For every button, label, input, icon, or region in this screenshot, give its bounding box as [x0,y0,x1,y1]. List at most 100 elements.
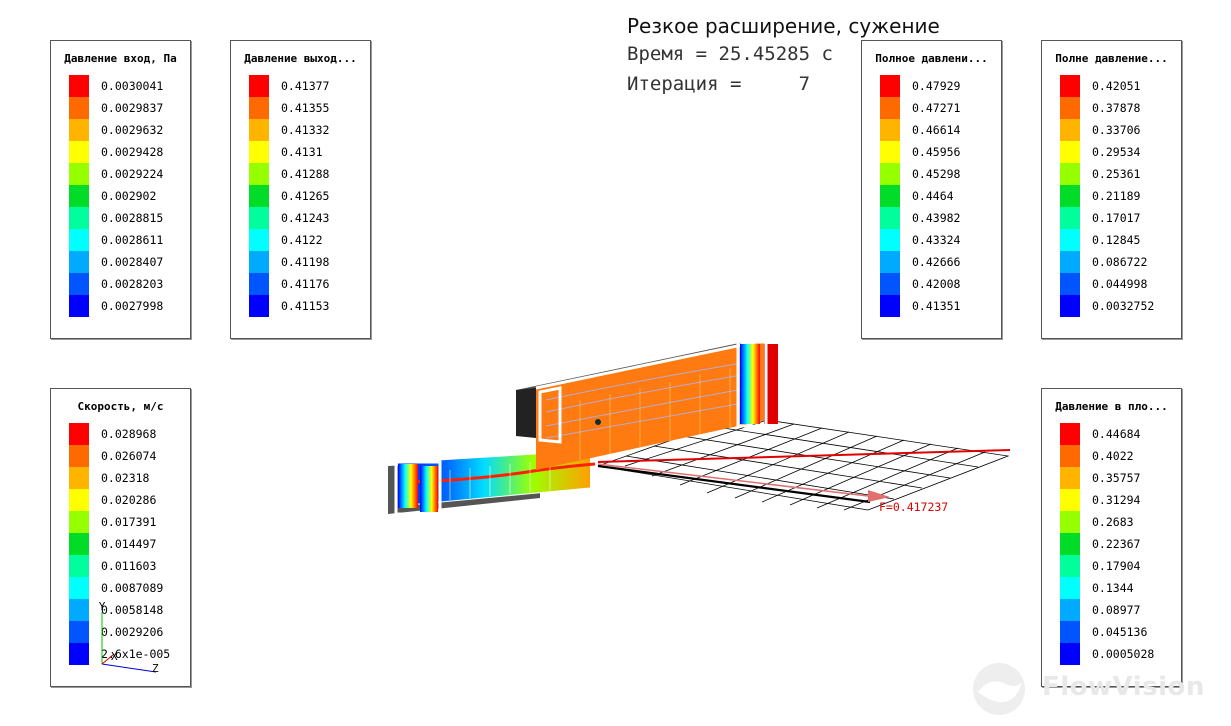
legend-value: 0.0030041 [101,79,164,93]
legend-swatch [249,295,269,317]
legend-swatch [1060,467,1080,489]
legend-swatch [1060,163,1080,185]
legend-value: 0.25361 [1092,167,1141,181]
legend-value: 0.17017 [1092,211,1141,225]
legend-swatch [1060,577,1080,599]
centerline [597,449,1011,463]
legend-swatch [1060,533,1080,555]
legend-swatch [69,643,89,665]
legend-swatch [69,295,89,317]
legend-swatch [880,163,900,185]
legend-value: 0.29534 [1092,145,1141,159]
legend-swatch [1060,141,1080,163]
legend-value: 0.41355 [281,101,330,115]
legend-value: 0.0087089 [101,581,164,595]
x-axis-line [101,653,115,665]
iteration-readout: Итерация = 7 [627,73,811,95]
legend-value: 0.17904 [1092,559,1141,573]
legend-swatch [69,621,89,643]
legend-value: 0.22367 [1092,537,1141,551]
legend-swatch [880,75,900,97]
legend-value: 0.026074 [101,449,157,463]
legend-value: 0.086722 [1092,255,1148,269]
legend-value: 0.4122 [281,233,323,247]
legend-swatch [880,185,900,207]
legend-swatch [249,119,269,141]
legend-value: 0.45298 [912,167,961,181]
legend-value: 0.41332 [281,123,330,137]
legend-value: 0.4464 [912,189,954,203]
legend-swatch [249,163,269,185]
3d-viewport[interactable] [380,330,1040,530]
legend-value: 0.47929 [912,79,961,93]
flowvision-logo-icon [973,663,1025,715]
legend-swatch [880,207,900,229]
legend-value: 0.4022 [1092,449,1134,463]
legend-total-pressure-2[interactable]: Полне давление... 0.42051 0.37878 0.33706 0… [1041,40,1182,339]
legend-swatch [69,207,89,229]
legend-value: 0.41351 [912,299,961,313]
legend-swatch [69,185,89,207]
legend-swatch [69,273,89,295]
z-axis-label: Z [152,662,159,675]
legend-value: 0.0028203 [101,277,164,291]
z-axis-line [101,663,157,673]
legend-value: 0.0032752 [1092,299,1155,313]
legend-swatch [69,97,89,119]
legend-swatch [880,295,900,317]
legend-title: Давление в пло... [1055,400,1168,413]
legend-value: 0.44684 [1092,427,1141,441]
legend-total-pressure-1[interactable]: Полное давлени... 0.47929 0.47271 0.46614 0… [861,40,1002,339]
inlet-duct [388,449,596,516]
legend-swatch [1060,273,1080,295]
simulation-title: Резкое расширение, сужение [627,14,940,38]
legend-value: 0.0029428 [101,145,164,159]
legend-value: 0.017391 [101,515,157,529]
x-axis-label: X [111,650,118,663]
legend-swatch [69,229,89,251]
legend-swatch [69,489,89,511]
legend-value: 0.43982 [912,211,961,225]
legend-swatch [1060,75,1080,97]
legend-swatch [69,511,89,533]
legend-swatch [1060,511,1080,533]
legend-value: 0.31294 [1092,493,1141,507]
legend-value: 0.014497 [101,537,157,551]
y-axis-label: Y [99,600,106,613]
legend-swatch [880,141,900,163]
legend-value: 2.6x1e-005 [101,647,171,661]
legend-swatch [69,577,89,599]
legend-swatch [249,141,269,163]
legend-title: Давление выход... [244,52,357,65]
legend-value: 0.42666 [912,255,961,269]
legend-value: 0.41288 [281,167,330,181]
expansion-duct [516,338,778,470]
legend-swatch [1060,97,1080,119]
legend-value: 0.43324 [912,233,961,247]
legend-value: 0.0058148 [101,603,164,617]
legend-value: 0.0028611 [101,233,164,247]
legend-swatch [69,445,89,467]
legend-title: Полное давлени... [875,52,988,65]
legend-swatch [880,251,900,273]
legend-plane-pressure[interactable]: Давление в пло... 0.44684 0.4022 0.35757 0.… [1041,388,1182,687]
legend-value: 0.044998 [1092,277,1148,291]
legend-value: 0.41265 [281,189,330,203]
legend-value: 0.21189 [1092,189,1141,203]
legend-value: 0.028968 [101,427,157,441]
legend-value: 0.2683 [1092,515,1134,529]
legend-swatch [249,251,269,273]
legend-swatch [69,163,89,185]
legend-swatch [249,97,269,119]
legend-inlet-pressure[interactable]: Давление вход, Па 0.0030041 0.0029837 0.00… [50,40,191,339]
legend-value: 0.02318 [101,471,150,485]
legend-value: 0.35757 [1092,471,1141,485]
legend-outlet-pressure[interactable]: Давление выход... 0.41377 0.41355 0.41332 0… [230,40,371,339]
legend-swatch [249,75,269,97]
legend-swatch [69,555,89,577]
legend-value: 0.0029837 [101,101,164,115]
legend-swatch [1060,229,1080,251]
logo-wordmark: FlowVision [1042,672,1205,702]
legend-velocity[interactable]: Скорость, м/с 0.028968 0.026074 0.02318 0.0… [50,388,191,687]
force-arrowhead [868,490,890,502]
